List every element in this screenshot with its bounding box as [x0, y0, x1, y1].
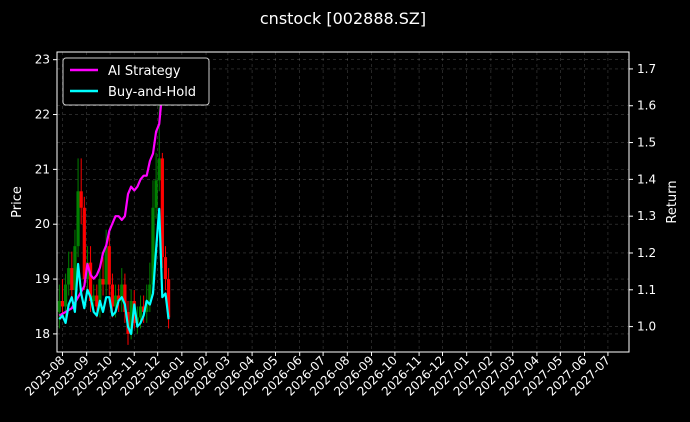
- candle-body: [123, 284, 127, 312]
- y-tick-label: 18: [35, 327, 50, 341]
- candle-body: [163, 257, 168, 280]
- legend-label-buy-and-hold: Buy-and-Hold: [108, 85, 196, 100]
- y2-tick-label: 1.3: [637, 209, 656, 223]
- y2-tick-label: 1.4: [637, 172, 656, 186]
- y2-tick-label: 1.6: [637, 99, 656, 113]
- candle-body: [57, 300, 61, 312]
- candle-body: [60, 300, 65, 307]
- candle-body: [129, 300, 133, 334]
- y2-tick-label: 1.2: [637, 246, 656, 260]
- candle-body: [88, 262, 93, 301]
- y-axis-label: Price: [10, 186, 25, 218]
- y-tick-label: 19: [35, 272, 50, 286]
- candle-body: [82, 207, 86, 280]
- candle-body: [63, 284, 68, 307]
- series-lines: [58, 90, 170, 336]
- candle-body: [98, 279, 102, 307]
- candle-body: [138, 306, 143, 318]
- y2-axis-label: Return: [665, 180, 680, 223]
- candle-body: [157, 158, 161, 181]
- candle-body: [148, 284, 152, 301]
- candle-body: [79, 191, 83, 208]
- candle-body: [76, 191, 80, 247]
- y-tick-label: 21: [35, 162, 50, 176]
- y-tick-label: 20: [35, 217, 50, 231]
- candle-body: [101, 279, 105, 285]
- y-axis-right: 1.0 1.1 1.2 1.3 1.4 1.5 1.6 1.7: [629, 62, 656, 334]
- legend-label-ai-strategy: AI Strategy: [108, 64, 181, 79]
- candle-body: [145, 300, 149, 312]
- candle-body: [104, 246, 108, 285]
- candle-body: [166, 279, 171, 318]
- series-line-buy-and-hold: [58, 207, 170, 336]
- legend-box: [62, 57, 210, 106]
- y2-tick-label: 1.1: [637, 283, 656, 297]
- y2-tick-label: 1.0: [637, 320, 656, 334]
- candle-body: [95, 295, 99, 307]
- y2-tick-label: 1.7: [637, 62, 656, 76]
- candle-body: [151, 207, 155, 285]
- candle-body: [67, 268, 71, 285]
- legend: AI Strategy Buy-and-Hold: [62, 57, 210, 106]
- candle-body: [70, 268, 74, 291]
- chart-title: cnstock [002888.SZ]: [260, 9, 426, 28]
- candle-body: [154, 180, 158, 208]
- candle-body: [142, 306, 146, 312]
- candle-body: [73, 246, 77, 291]
- candle-body: [110, 284, 115, 307]
- y-tick-label: 22: [35, 108, 50, 122]
- y-axis-left: 18 19 20 21 22 23: [35, 53, 57, 341]
- series-line-ai-strategy: [58, 90, 164, 317]
- candle-body: [117, 295, 121, 301]
- candle-body: [120, 284, 124, 301]
- y2-tick-label: 1.5: [637, 136, 656, 150]
- candle-body: [160, 158, 164, 258]
- plot-frame: [56, 51, 630, 353]
- candle-body: [92, 295, 96, 301]
- candle-body: [107, 246, 111, 285]
- y-tick-label: 23: [35, 53, 50, 67]
- candle-body: [113, 295, 118, 307]
